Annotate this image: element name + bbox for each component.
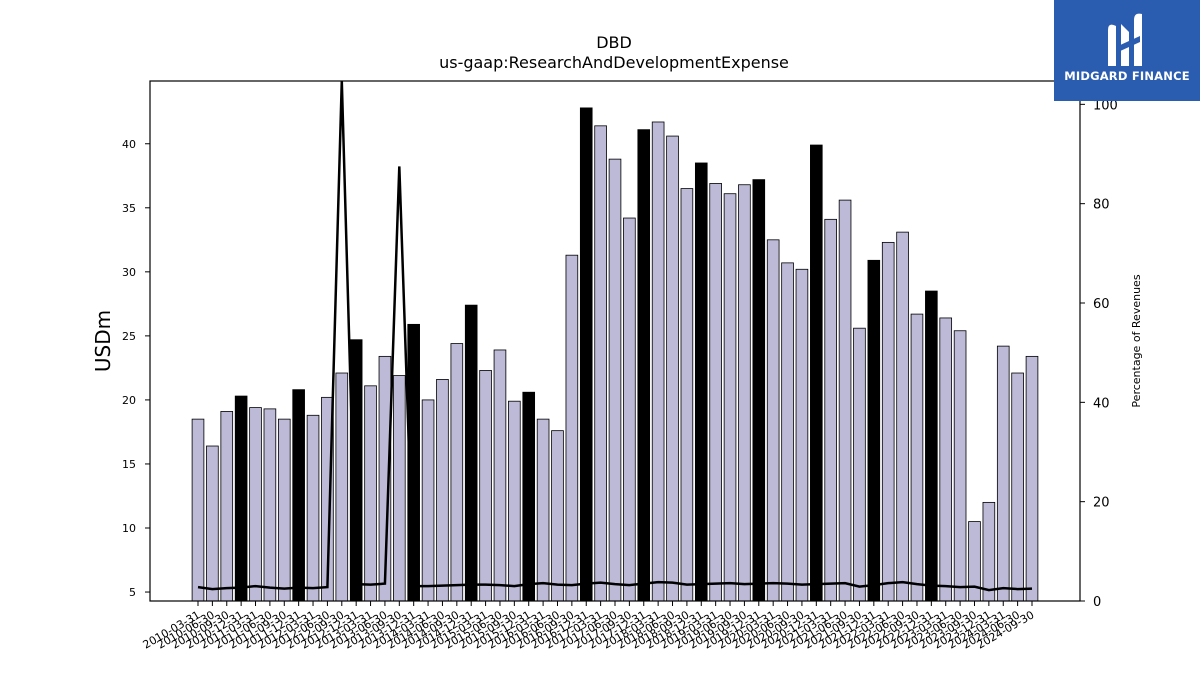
bar (881, 241, 895, 602)
bar (493, 349, 507, 602)
bar (925, 290, 938, 602)
bar (364, 385, 377, 602)
bar (1011, 372, 1024, 602)
y-tick-label: 35 (122, 202, 136, 215)
bar (781, 262, 794, 602)
bar (522, 391, 536, 602)
y-tick-label: 20 (122, 394, 136, 407)
y-axis-left: 5 10 15 20 25 30 35 40 (122, 138, 150, 599)
y-tick-label: 25 (122, 330, 136, 343)
bar (723, 193, 737, 602)
bar (263, 408, 277, 602)
bars-group (191, 107, 1039, 602)
y2-tick-label: 20 (1093, 496, 1110, 511)
line-group (197, 80, 1033, 592)
bar (996, 345, 1010, 602)
bar (551, 430, 564, 602)
y2-tick-label: 80 (1093, 198, 1110, 213)
chart-title: DBD (596, 33, 632, 52)
bar (393, 375, 406, 602)
bar (853, 327, 866, 602)
chart-subtitle: us-gaap:ResearchAndDevelopmentExpense (439, 53, 789, 72)
bar (766, 239, 780, 602)
y-tick-label: 10 (122, 522, 136, 535)
watermark-text: MIDGARD FINANCE (1064, 69, 1190, 83)
bar (464, 304, 478, 602)
bar (680, 188, 694, 602)
bar (191, 418, 205, 602)
y2-tick-label: 100 (1093, 98, 1118, 113)
bar (579, 107, 593, 602)
bar (738, 184, 751, 602)
bar (795, 268, 809, 602)
bar (953, 330, 967, 602)
bar (335, 372, 349, 602)
bar (896, 231, 909, 602)
bar (608, 158, 622, 602)
y-tick-label: 40 (122, 138, 136, 151)
bar (436, 379, 449, 602)
bar (249, 407, 262, 602)
bar (594, 125, 607, 602)
bar (867, 259, 881, 602)
bar (838, 199, 852, 602)
y2-axis-label: Percentage of Revenues (1130, 274, 1143, 407)
y-axis-label: USDm (91, 310, 115, 372)
bar (709, 183, 722, 602)
bar (637, 129, 651, 602)
y2-tick-label: 60 (1093, 297, 1110, 312)
bar (421, 399, 435, 602)
y-axis-right: 0 20 40 60 80 100 (1080, 98, 1118, 610)
bar (508, 400, 521, 602)
bar (752, 179, 766, 602)
bar (479, 370, 492, 602)
bar (968, 521, 981, 602)
bar (277, 418, 291, 602)
bar (565, 254, 579, 602)
y-tick-label: 5 (129, 586, 136, 599)
bar (220, 411, 234, 602)
bar (206, 445, 219, 602)
bar (536, 418, 550, 602)
bar (824, 218, 837, 602)
bar (982, 501, 996, 602)
bar (292, 389, 305, 602)
bar (306, 414, 320, 602)
bar (666, 135, 679, 602)
y-tick-label: 30 (122, 266, 136, 279)
series-line (197, 80, 1033, 592)
bar (939, 317, 953, 602)
bar (910, 313, 924, 602)
bar (450, 343, 464, 602)
watermark-logo: MIDGARD FINANCE (1054, 0, 1200, 101)
bar (810, 144, 823, 602)
bar (651, 121, 665, 602)
bar (694, 162, 708, 602)
y2-tick-label: 0 (1093, 595, 1101, 610)
bar (1025, 355, 1039, 602)
x-axis: 2010-03-312010-06-302010-09-302010-12-31… (141, 601, 1037, 652)
bar (234, 395, 248, 602)
midgard-logo-icon (1108, 13, 1142, 67)
y-tick-label: 15 (122, 458, 136, 471)
y2-tick-label: 40 (1093, 396, 1110, 411)
bar (623, 217, 636, 602)
